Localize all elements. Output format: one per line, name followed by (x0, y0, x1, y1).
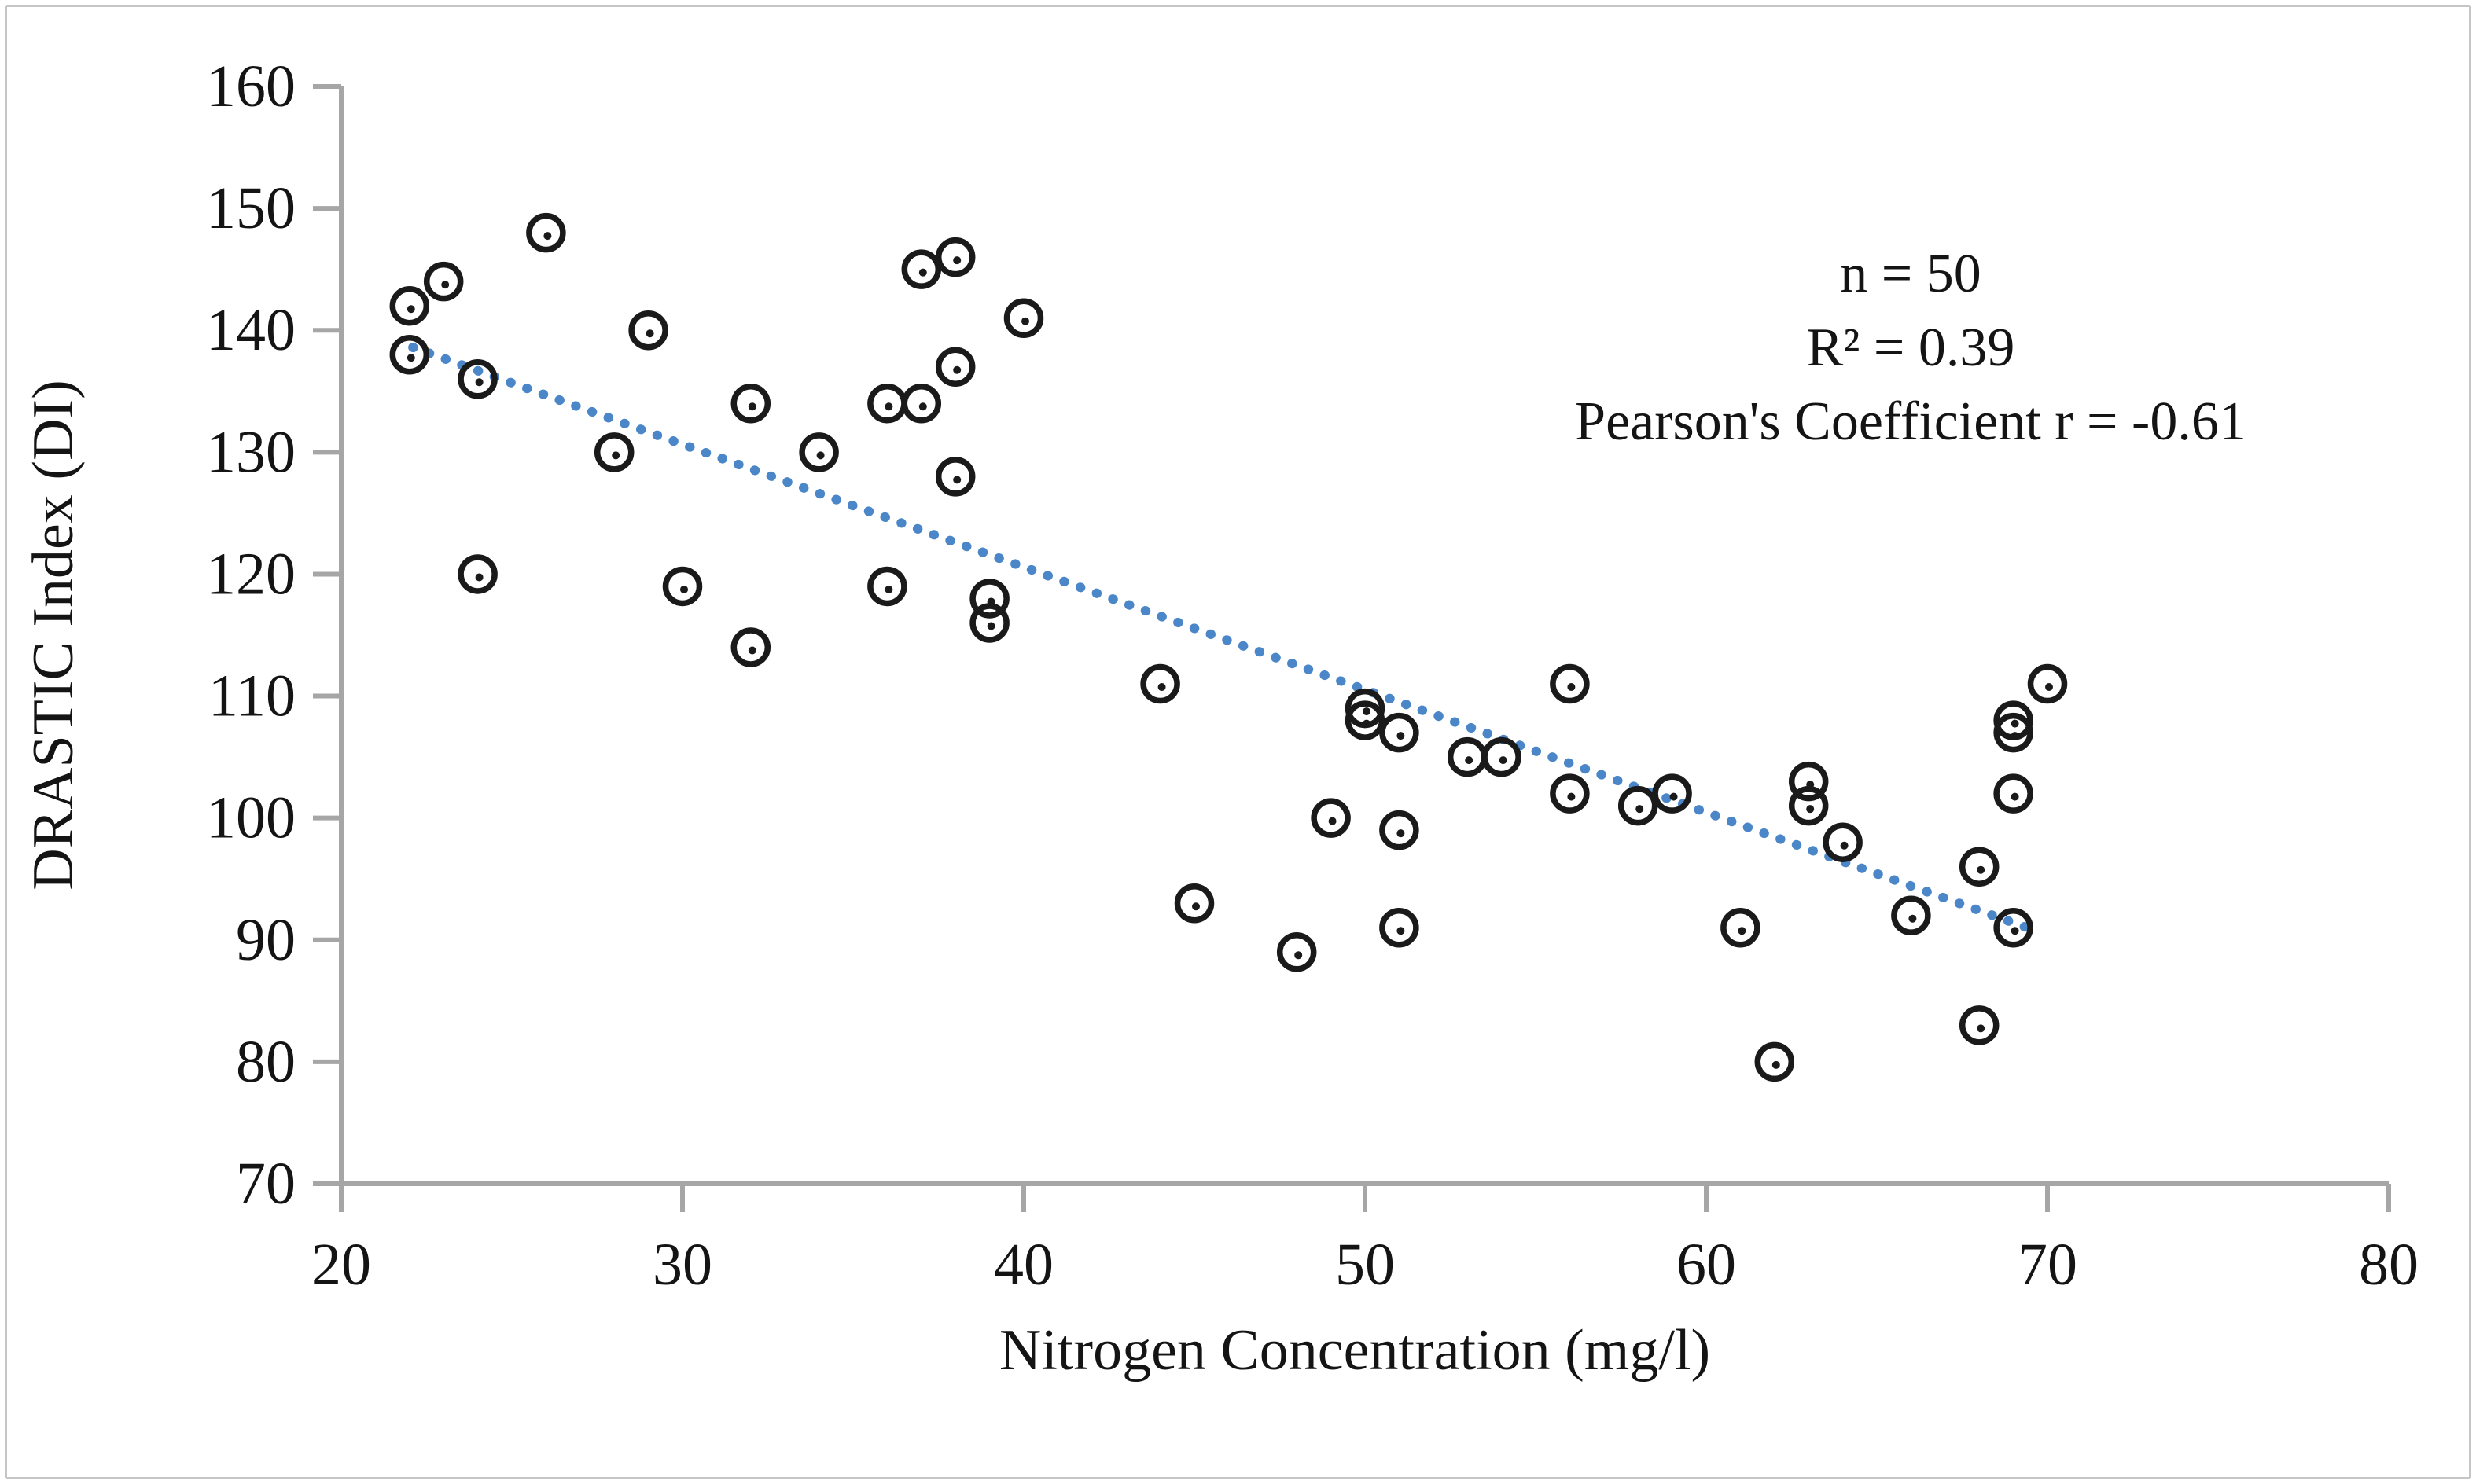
data-point (662, 566, 703, 607)
y-tick-label: 90 (236, 907, 296, 973)
x-tick-label: 70 (2018, 1232, 2077, 1298)
data-point (1481, 736, 1521, 777)
data-point (969, 603, 1010, 643)
annotation-line-r-squared: R² = 0.39 (1806, 318, 2015, 378)
x-tick-label: 60 (1676, 1232, 1736, 1298)
data-point (1550, 773, 1590, 814)
data-point (1003, 298, 1044, 338)
data-point (1993, 908, 2033, 948)
data-point (1345, 700, 1385, 740)
data-point (1379, 712, 1419, 753)
data-point (1891, 895, 1931, 936)
data-point (1379, 810, 1419, 850)
data-point (1959, 1005, 2000, 1045)
data-point (1174, 883, 1215, 924)
data-point (935, 457, 976, 497)
data-point (901, 384, 942, 424)
data-point (1379, 908, 1419, 948)
data-point (730, 627, 771, 667)
data-point (1788, 785, 1829, 826)
tick-marks (313, 84, 2391, 1212)
data-point (867, 566, 907, 607)
data-point (901, 249, 942, 289)
y-tick-label: 130 (206, 419, 296, 485)
data-point (628, 310, 668, 351)
data-point (1993, 712, 2033, 753)
data-point (594, 432, 635, 472)
data-point (389, 334, 430, 375)
annotation-line-pearson: Pearson's Coefficient r = -0.61 (1575, 391, 2246, 452)
data-point (935, 347, 976, 388)
data-points (389, 212, 2068, 1082)
data-point (1617, 785, 1658, 826)
y-tick-label: 160 (206, 53, 296, 119)
data-point (1140, 663, 1180, 704)
y-tick-label: 140 (206, 297, 296, 363)
data-point (526, 212, 566, 253)
y-tick-label: 120 (206, 541, 296, 607)
data-point (867, 384, 907, 424)
stats-annotation: n = 50 R² = 0.39 Pearson's Coefficient r… (1384, 237, 2437, 459)
y-tick-label: 100 (206, 785, 296, 851)
x-tick-label: 30 (653, 1232, 712, 1298)
data-point (1276, 932, 1317, 972)
data-point (1447, 736, 1488, 777)
x-tick-label: 40 (994, 1232, 1054, 1298)
data-point (1550, 663, 1590, 704)
data-point (423, 261, 464, 302)
data-point (799, 432, 839, 472)
y-tick-label: 150 (206, 175, 296, 241)
data-point (1311, 798, 1351, 838)
data-point (1754, 1041, 1795, 1082)
y-axis-title: DRASTIC Index (DI) (21, 380, 86, 890)
data-point (1823, 822, 1863, 862)
y-tick-label: 70 (236, 1151, 296, 1217)
data-point (1959, 847, 2000, 887)
data-point (935, 237, 976, 277)
data-point (730, 384, 771, 424)
data-point (458, 554, 498, 594)
data-point (1720, 908, 1760, 948)
y-tick-label: 80 (236, 1029, 296, 1095)
x-tick-label: 80 (2359, 1232, 2419, 1298)
x-tick-label: 20 (311, 1232, 371, 1298)
y-tick-label: 110 (208, 663, 296, 729)
x-axis-title: Nitrogen Concentration (mg/l) (999, 1318, 1710, 1383)
data-point (458, 359, 498, 399)
data-point (389, 285, 430, 326)
annotation-line-n: n = 50 (1840, 244, 1981, 304)
x-tick-label: 50 (1335, 1232, 1395, 1298)
data-point (1652, 773, 1692, 814)
data-point (1993, 773, 2033, 814)
tick-labels: 70 80 90 100 110 120 130 140 150 160 20 30 40 50 60 70 8… (206, 53, 2419, 1298)
data-point (2027, 663, 2068, 704)
